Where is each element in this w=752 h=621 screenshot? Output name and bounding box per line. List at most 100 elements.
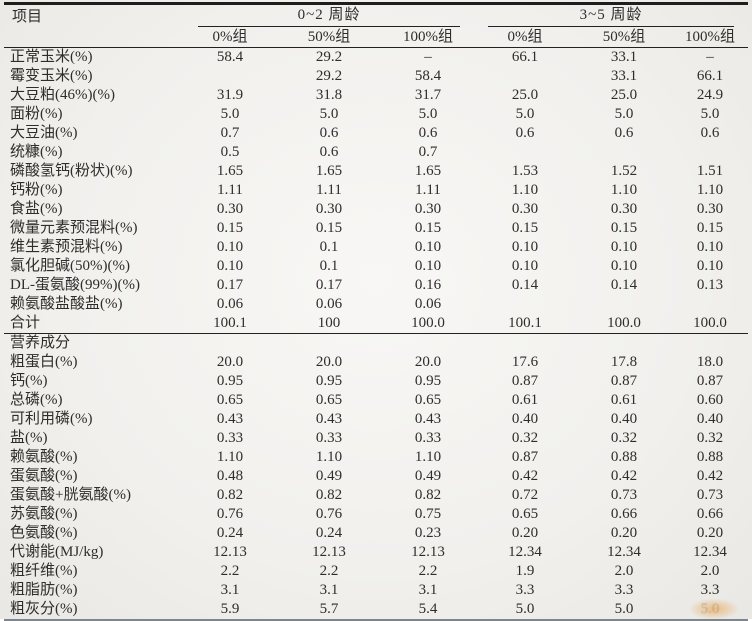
value-cell: 0.20 [610,525,638,541]
table-row: 赖氨酸盐酸盐(%) 0.06 0.06 0.06 [4,295,748,314]
table-row: 合计 100.1 100 100.0 100.1 100.0 100.0 [4,314,749,334]
column-header-50pct-b: 50%组 [576,28,673,48]
value-cell: 0.6 [418,125,438,141]
subgroup-header-row: 0%组 50%组 100%组 0%组 50%组 100%组 [4,28,749,48]
value-cell: 33.1 [610,49,638,65]
section-header-label: 营养成分 [10,335,71,351]
column-header-50pct-a: 50%组 [276,28,382,48]
value-cell: 0.30 [216,201,244,217]
value-cell: 12.34 [607,544,641,560]
empty-cell [276,334,382,354]
value-cell: 0.82 [414,487,442,503]
empty-cell [184,334,276,354]
value-cell: 0.10 [696,239,724,255]
value-cell: 0.33 [315,430,343,446]
empty-cell [672,334,748,354]
value-cell: 0.10 [696,258,724,274]
value-cell: 0.06 [216,296,244,312]
value-cell [184,67,276,86]
value-cell: 0.88 [696,449,724,465]
value-cell: 12.13 [312,544,346,560]
value-cell: 29.2 [315,49,343,65]
value-cell: 0.10 [414,239,442,255]
row-label: 合计 [4,314,184,334]
value-cell: 0.40 [610,411,638,427]
row-label: 统糠(%) [10,144,63,160]
value-cell: 0.87 [511,373,539,389]
value-cell: 0.15 [414,220,442,236]
empty-cell [382,334,474,354]
value-cell: 0.40 [696,411,724,427]
value-cell: 1.10 [414,449,442,465]
value-cell: 100.0 [576,314,673,334]
value-cell: 0.73 [610,487,638,503]
value-cell: 5.4 [418,601,438,617]
value-cell: 0.15 [696,220,724,236]
value-cell: 0.73 [696,487,724,503]
value-cell: 0.24 [315,525,343,541]
value-cell: 0.7 [220,125,240,141]
value-cell: 100.0 [672,314,749,334]
value-cell: 25.0 [511,87,539,103]
value-cell: 0.30 [414,201,442,217]
value-cell: 58.4 [216,49,244,65]
row-label: 霉变玉米(%) [10,68,93,84]
value-cell: 20.0 [216,354,244,370]
row-label: 赖氨酸盐酸盐(%) [10,296,123,312]
value-cell: 0.95 [216,373,244,389]
value-cell: 17.6 [511,354,539,370]
table-row: 可利用磷(%) 0.43 0.43 0.43 0.40 0.40 0.40 [4,410,748,429]
table-row: 粗纤维(%) 2.2 2.2 2.2 1.9 2.0 2.0 [4,562,748,581]
value-cell: 0.10 [414,258,442,274]
row-label: 氯化胆碱(50%)(%) [10,258,130,274]
value-cell: 31.7 [414,87,442,103]
value-cell: 3.1 [319,582,339,598]
value-cell: 0.1 [319,258,339,274]
value-cell: 1.10 [610,182,638,198]
value-cell: 0.43 [216,411,244,427]
value-cell: 1.10 [315,449,343,465]
value-cell: 12.34 [693,544,727,560]
value-cell: 0.23 [414,525,442,541]
table-row: 微量元素预混料(%) 0.15 0.15 0.15 0.15 0.15 0.15 [4,219,748,238]
value-cell: 3.3 [515,582,535,598]
value-cell: 5.0 [515,106,535,122]
value-cell: 0.10 [610,258,638,274]
value-cell: 0.10 [511,258,539,274]
value-cell: 12.13 [213,544,247,560]
value-cell: 0.42 [696,468,724,484]
value-cell: 3.3 [614,582,634,598]
value-cell: 31.8 [315,87,343,103]
value-cell: 0.33 [414,430,442,446]
row-label: 蛋氨酸+胱氨酸(%) [10,487,131,503]
row-label: DL-蛋氨酸(99%)(%) [10,277,140,293]
value-cell: 0.15 [216,220,244,236]
value-cell: 0.65 [414,392,442,408]
row-label: 粗脂肪(%) [10,582,78,598]
value-cell: 0.87 [511,449,539,465]
row-label: 粗纤维(%) [10,563,78,579]
column-group-3-5-weeks-label: 3~5 周龄 [488,5,735,27]
value-cell: 0.61 [610,392,638,408]
table-row: 粗灰分(%) 5.9 5.7 5.4 5.0 5.0 5.0 [4,600,748,620]
row-label: 可利用磷(%) [10,411,93,427]
value-cell: 66.1 [696,68,724,84]
column-header-100pct-a: 100%组 [382,28,475,48]
table-row: 盐(%) 0.33 0.33 0.33 0.32 0.32 0.32 [4,429,748,448]
value-cell: 5.0 [614,601,634,617]
value-cell: 0.60 [696,392,724,408]
table-row: 总磷(%) 0.65 0.65 0.65 0.61 0.61 0.60 [4,391,748,410]
value-cell [672,295,748,314]
table-row: 钙粉(%) 1.11 1.11 1.11 1.10 1.10 1.10 [4,181,748,200]
row-label: 磷酸氢钙(粉状)(%) [10,163,133,179]
row-label: 苏氨酸(%) [10,506,78,522]
value-cell: 100.1 [184,314,276,334]
value-cell: 5.0 [319,106,339,122]
table-header: 项目 0~2 周龄 3~5 周龄 0%组 50%组 100%组 0%组 50%组… [4,4,749,48]
value-cell: 12.13 [411,544,445,560]
table-row: 苏氨酸(%) 0.76 0.76 0.75 0.65 0.66 0.66 [4,505,748,524]
value-cell: 0.10 [216,258,244,274]
table-row: 代谢能(MJ/kg) 12.13 12.13 12.13 12.34 12.34 12.34 [4,543,748,562]
row-label: 大豆粕(46%)(%) [10,87,115,103]
group-header-row: 项目 0~2 周龄 3~5 周龄 [4,4,748,29]
